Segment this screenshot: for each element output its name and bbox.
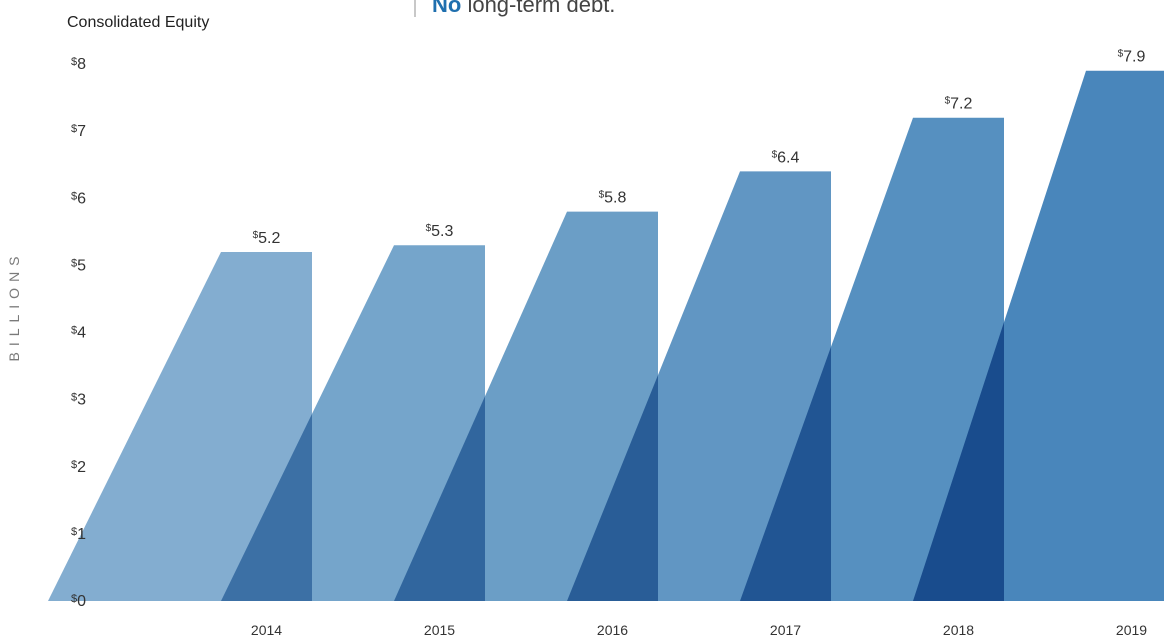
- y-tick-8: $8: [71, 56, 86, 73]
- y-tick-0: $0: [71, 593, 86, 610]
- callout-divider: [414, 0, 416, 17]
- series-shape-2015: [221, 245, 485, 602]
- series-shape-2016: [394, 211, 658, 602]
- y-tick-7: $7: [71, 123, 86, 140]
- x-tick-2017: 2017: [770, 622, 801, 635]
- chart-title: Consolidated Equity: [67, 14, 210, 31]
- value-label-2019: $7.9: [1118, 49, 1146, 66]
- x-tick-2016: 2016: [597, 622, 628, 635]
- series-shape-2019: [913, 70, 1164, 601]
- x-tick-2019: 2019: [1116, 622, 1147, 635]
- y-axis-ticks: $0 $1 $2 $3 $4 $5 $6 $7 $8: [71, 56, 86, 610]
- y-tick-2: $2: [71, 459, 86, 476]
- series-shapes: [48, 70, 1164, 602]
- callout-emphasis: No: [432, 0, 462, 17]
- value-label-2014: $5.2: [253, 230, 281, 247]
- value-label-2017: $6.4: [772, 149, 800, 166]
- value-label-2018: $7.2: [945, 96, 973, 113]
- series-shape-2018: [740, 117, 1004, 601]
- x-axis-ticks: 2014 2015 2016 2017 2018 2019: [251, 622, 1147, 635]
- x-tick-2014: 2014: [251, 622, 282, 635]
- series-shape-2014: [48, 251, 312, 601]
- y-tick-3: $3: [71, 392, 86, 409]
- value-label-2015: $5.3: [426, 223, 454, 240]
- callout-body: long-term debt.: [467, 0, 616, 17]
- y-tick-5: $5: [71, 257, 86, 274]
- series-shape-2017: [567, 171, 831, 601]
- x-tick-2015: 2015: [424, 622, 455, 635]
- y-tick-1: $1: [71, 526, 86, 543]
- callout-text: No long-term debt.: [432, 0, 615, 18]
- y-tick-4: $4: [71, 325, 86, 342]
- y-tick-6: $6: [71, 190, 86, 207]
- x-tick-2018: 2018: [943, 622, 974, 635]
- value-labels: $5.2 $5.3 $5.8 $6.4 $7.2 $7.9: [253, 49, 1146, 247]
- value-label-2016: $5.8: [599, 190, 627, 207]
